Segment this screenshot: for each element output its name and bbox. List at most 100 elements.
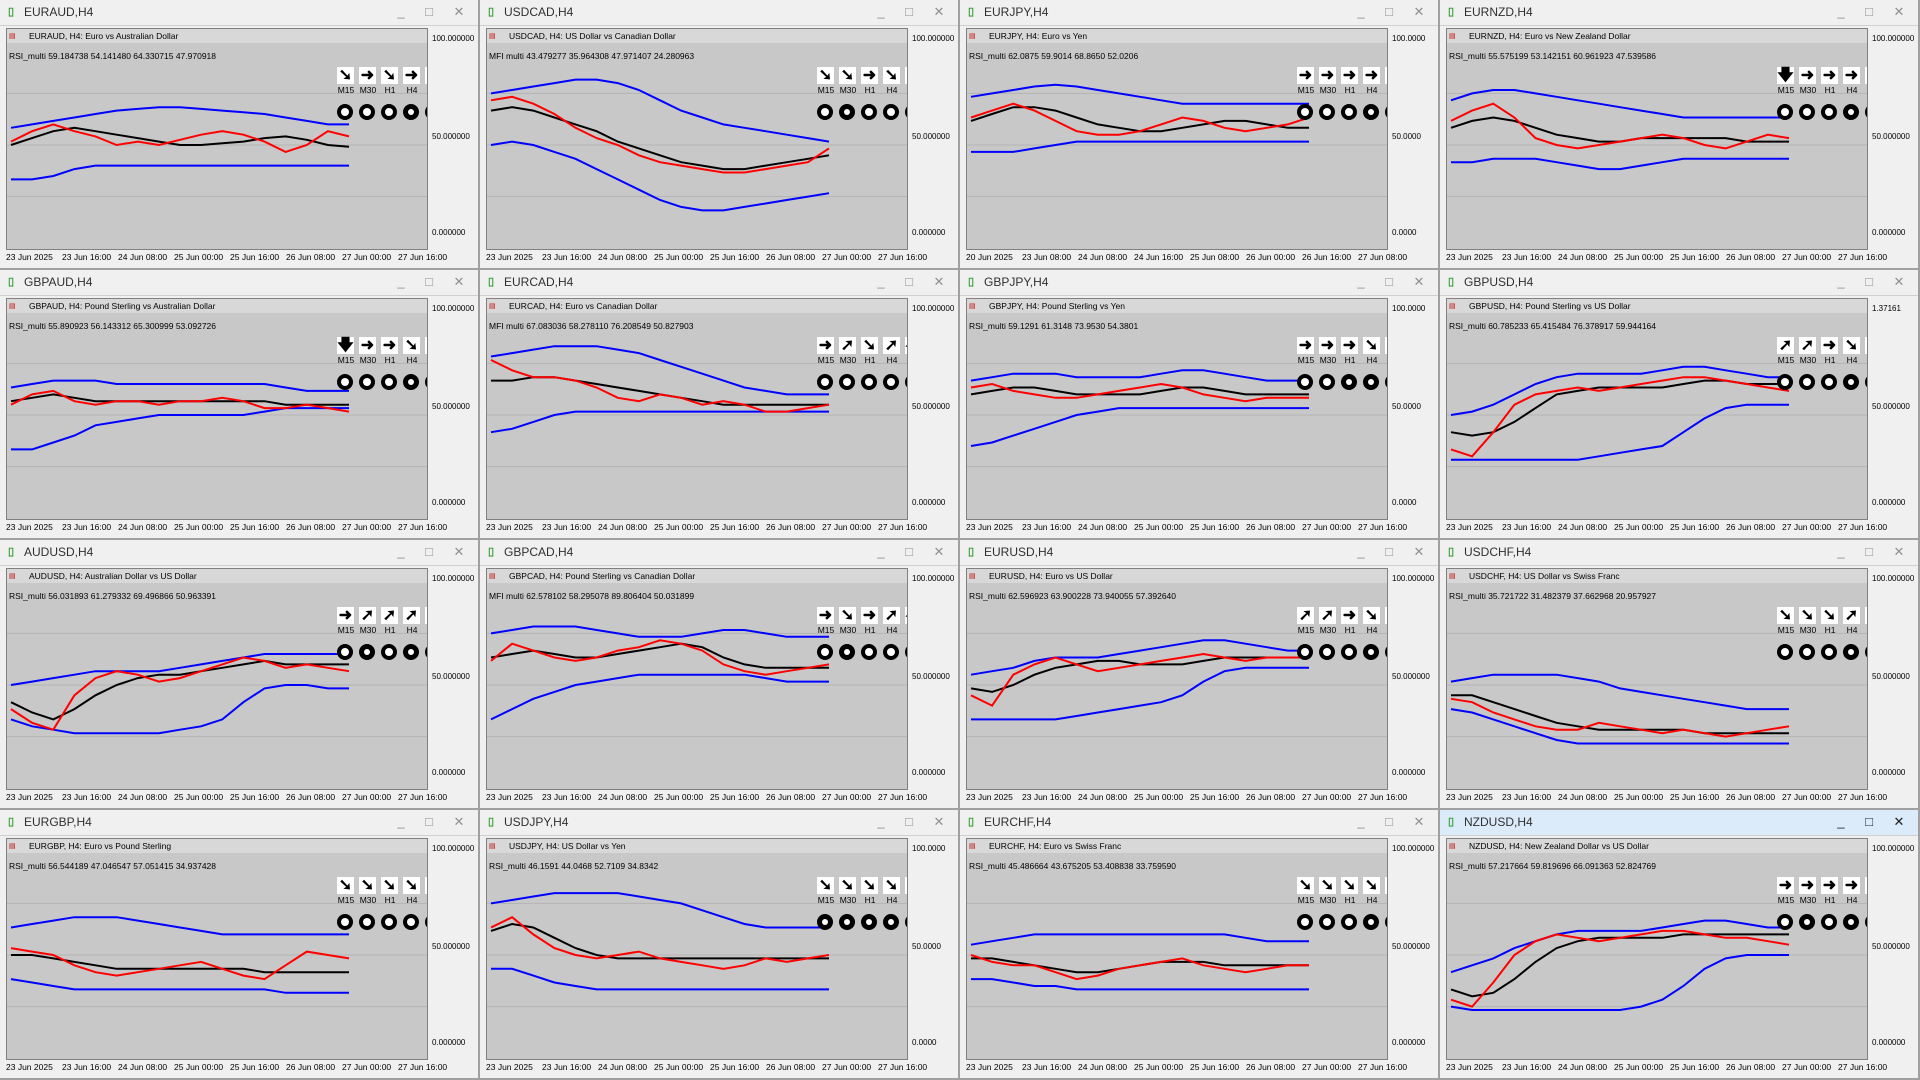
window-titlebar[interactable]: ▯ USDCAD,H4 _ □ ✕	[480, 0, 958, 26]
chart-area[interactable]: ▤ EURCAD, H4: Euro vs Canadian Dollar MFI…	[486, 298, 908, 520]
chart-area[interactable]: ▤ GBPAUD, H4: Pound Sterling vs Australia…	[6, 298, 428, 520]
chart-window[interactable]: ▯ NZDUSD,H4 _ □ ✕ ▤ NZDUSD, H4: New Zeala…	[1440, 810, 1920, 1080]
price-scale[interactable]: 100.000000 50.000000 0.000000	[428, 28, 478, 250]
chart-area[interactable]: ▤ EURUSD, H4: Euro vs US Dollar RSI_multi…	[966, 568, 1388, 790]
chart-window[interactable]: ▯ EURJPY,H4 _ □ ✕ ▤ EURJPY, H4: Euro vs Y…	[960, 0, 1440, 270]
chart-area[interactable]: ▤ EURCHF, H4: Euro vs Swiss Franc RSI_mul…	[966, 838, 1388, 1060]
price-scale[interactable]: 100.000000 50.000000 0.000000	[1868, 838, 1918, 1060]
window-titlebar[interactable]: ▯ GBPCAD,H4 _ □ ✕	[480, 540, 958, 566]
price-scale[interactable]: 100.000000 50.000000 0.000000	[908, 298, 958, 520]
close-button[interactable]: ✕	[933, 544, 945, 559]
time-axis[interactable]: 23 Jun 2025 23 Jun 16:00 24 Jun 08:00 25 Ju…	[486, 520, 956, 534]
time-axis[interactable]: 23 Jun 2025 23 Jun 16:00 24 Jun 08:00 25 Ju…	[6, 1060, 476, 1074]
chart-area[interactable]: ▤ GBPJPY, H4: Pound Sterling vs Yen RSI_m…	[966, 298, 1388, 520]
minimize-button[interactable]: _	[1837, 544, 1845, 559]
time-axis[interactable]: 20 Jun 2025 23 Jun 08:00 24 Jun 08:00 24 Ju…	[966, 250, 1436, 264]
maximize-button[interactable]: □	[425, 4, 433, 19]
chart-window[interactable]: ▯ USDCHF,H4 _ □ ✕ ▤ USDCHF, H4: US Dollar…	[1440, 540, 1920, 810]
window-titlebar[interactable]: ▯ EURNZD,H4 _ □ ✕	[1440, 0, 1918, 26]
window-titlebar[interactable]: ▯ GBPAUD,H4 _ □ ✕	[0, 270, 478, 296]
price-scale[interactable]: 100.000000 50.000000 0.000000	[908, 568, 958, 790]
chart-window[interactable]: ▯ GBPJPY,H4 _ □ ✕ ▤ GBPJPY, H4: Pound Ste…	[960, 270, 1440, 540]
close-button[interactable]: ✕	[933, 814, 945, 829]
time-axis[interactable]: 23 Jun 2025 23 Jun 16:00 24 Jun 08:00 25 Ju…	[6, 520, 476, 534]
price-scale[interactable]: 100.000000 50.000000 0.000000	[428, 568, 478, 790]
chart-area[interactable]: ▤ USDCHF, H4: US Dollar vs Swiss Franc RS…	[1446, 568, 1868, 790]
time-axis[interactable]: 23 Jun 2025 23 Jun 16:00 24 Jun 08:00 25 Ju…	[6, 790, 476, 804]
chart-window[interactable]: ▯ AUDUSD,H4 _ □ ✕ ▤ AUDUSD, H4: Australia…	[0, 540, 480, 810]
window-titlebar[interactable]: ▯ EURCHF,H4 _ □ ✕	[960, 810, 1438, 836]
chart-area[interactable]: ▤ GBPUSD, H4: Pound Sterling vs US Dollar…	[1446, 298, 1868, 520]
close-button[interactable]: ✕	[453, 274, 465, 289]
close-button[interactable]: ✕	[1893, 814, 1905, 829]
maximize-button[interactable]: □	[1865, 544, 1873, 559]
chart-area[interactable]: ▤ AUDUSD, H4: Australian Dollar vs US Dol…	[6, 568, 428, 790]
chart-window[interactable]: ▯ EURCAD,H4 _ □ ✕ ▤ EURCAD, H4: Euro vs C…	[480, 270, 960, 540]
chart-window[interactable]: ▯ EURUSD,H4 _ □ ✕ ▤ EURUSD, H4: Euro vs U…	[960, 540, 1440, 810]
window-titlebar[interactable]: ▯ EURCAD,H4 _ □ ✕	[480, 270, 958, 296]
minimize-button[interactable]: _	[397, 814, 405, 829]
time-axis[interactable]: 23 Jun 2025 23 Jun 16:00 24 Jun 08:00 25 Ju…	[1446, 790, 1916, 804]
window-titlebar[interactable]: ▯ GBPUSD,H4 _ □ ✕	[1440, 270, 1918, 296]
chart-window[interactable]: ▯ GBPCAD,H4 _ □ ✕ ▤ GBPCAD, H4: Pound Ste…	[480, 540, 960, 810]
maximize-button[interactable]: □	[1865, 814, 1873, 829]
minimize-button[interactable]: _	[397, 4, 405, 19]
minimize-button[interactable]: _	[1837, 274, 1845, 289]
time-axis[interactable]: 23 Jun 2025 23 Jun 16:00 24 Jun 08:00 25 Ju…	[966, 790, 1436, 804]
window-titlebar[interactable]: ▯ EURGBP,H4 _ □ ✕	[0, 810, 478, 836]
maximize-button[interactable]: □	[905, 4, 913, 19]
chart-window[interactable]: ▯ EURAUD,H4 _ □ ✕ ▤ EURAUD, H4: Euro vs A…	[0, 0, 480, 270]
maximize-button[interactable]: □	[1385, 544, 1393, 559]
close-button[interactable]: ✕	[1413, 814, 1425, 829]
minimize-button[interactable]: _	[877, 4, 885, 19]
close-button[interactable]: ✕	[1413, 544, 1425, 559]
time-axis[interactable]: 23 Jun 2025 23 Jun 16:00 24 Jun 08:00 25 Ju…	[1446, 1060, 1916, 1074]
time-axis[interactable]: 23 Jun 2025 23 Jun 16:00 24 Jun 08:00 25 Ju…	[966, 1060, 1436, 1074]
chart-area[interactable]: ▤ EURNZD, H4: Euro vs New Zealand Dollar …	[1446, 28, 1868, 250]
minimize-button[interactable]: _	[1357, 544, 1365, 559]
price-scale[interactable]: 100.000000 50.000000 0.000000	[1388, 568, 1438, 790]
time-axis[interactable]: 23 Jun 2025 23 Jun 16:00 24 Jun 08:00 25 Ju…	[486, 1060, 956, 1074]
maximize-button[interactable]: □	[1385, 274, 1393, 289]
chart-area[interactable]: ▤ EURGBP, H4: Euro vs Pound Sterling RSI_…	[6, 838, 428, 1060]
time-axis[interactable]: 23 Jun 2025 23 Jun 16:00 24 Jun 08:00 25 Ju…	[486, 250, 956, 264]
maximize-button[interactable]: □	[1865, 274, 1873, 289]
close-button[interactable]: ✕	[1413, 274, 1425, 289]
price-scale[interactable]: 100.0000 50.0000 0.0000	[1388, 298, 1438, 520]
minimize-button[interactable]: _	[1357, 814, 1365, 829]
price-scale[interactable]: 100.000000 50.000000 0.000000	[428, 838, 478, 1060]
minimize-button[interactable]: _	[1357, 4, 1365, 19]
price-scale[interactable]: 100.000000 50.000000 0.000000	[1868, 28, 1918, 250]
chart-area[interactable]: ▤ USDCAD, H4: US Dollar vs Canadian Dolla…	[486, 28, 908, 250]
chart-window[interactable]: ▯ EURNZD,H4 _ □ ✕ ▤ EURNZD, H4: Euro vs N…	[1440, 0, 1920, 270]
window-titlebar[interactable]: ▯ EURUSD,H4 _ □ ✕	[960, 540, 1438, 566]
minimize-button[interactable]: _	[877, 274, 885, 289]
price-scale[interactable]: 1.37161 50.000000 0.000000	[1868, 298, 1918, 520]
chart-area[interactable]: ▤ USDJPY, H4: US Dollar vs Yen RSI_multi …	[486, 838, 908, 1060]
chart-area[interactable]: ▤ EURJPY, H4: Euro vs Yen RSI_multi 62.08…	[966, 28, 1388, 250]
price-scale[interactable]: 100.000000 50.000000 0.000000	[1388, 838, 1438, 1060]
close-button[interactable]: ✕	[453, 4, 465, 19]
window-titlebar[interactable]: ▯ GBPJPY,H4 _ □ ✕	[960, 270, 1438, 296]
chart-window[interactable]: ▯ EURGBP,H4 _ □ ✕ ▤ EURGBP, H4: Euro vs P…	[0, 810, 480, 1080]
price-scale[interactable]: 100.000000 50.000000 0.000000	[908, 28, 958, 250]
window-titlebar[interactable]: ▯ USDCHF,H4 _ □ ✕	[1440, 540, 1918, 566]
minimize-button[interactable]: _	[1357, 274, 1365, 289]
window-titlebar[interactable]: ▯ USDJPY,H4 _ □ ✕	[480, 810, 958, 836]
chart-window[interactable]: ▯ EURCHF,H4 _ □ ✕ ▤ EURCHF, H4: Euro vs S…	[960, 810, 1440, 1080]
close-button[interactable]: ✕	[453, 814, 465, 829]
price-scale[interactable]: 100.000000 50.000000 0.000000	[428, 298, 478, 520]
close-button[interactable]: ✕	[1413, 4, 1425, 19]
time-axis[interactable]: 23 Jun 2025 23 Jun 16:00 24 Jun 08:00 25 Ju…	[1446, 250, 1916, 264]
price-scale[interactable]: 100.0000 50.0000 0.0000	[908, 838, 958, 1060]
price-scale[interactable]: 100.000000 50.000000 0.000000	[1868, 568, 1918, 790]
price-scale[interactable]: 100.0000 50.0000 0.0000	[1388, 28, 1438, 250]
close-button[interactable]: ✕	[1893, 544, 1905, 559]
chart-window[interactable]: ▯ USDCAD,H4 _ □ ✕ ▤ USDCAD, H4: US Dollar…	[480, 0, 960, 270]
time-axis[interactable]: 23 Jun 2025 23 Jun 16:00 24 Jun 08:00 25 Ju…	[6, 250, 476, 264]
maximize-button[interactable]: □	[905, 274, 913, 289]
minimize-button[interactable]: _	[877, 544, 885, 559]
chart-area[interactable]: ▤ NZDUSD, H4: New Zealand Dollar vs US Do…	[1446, 838, 1868, 1060]
minimize-button[interactable]: _	[1837, 4, 1845, 19]
window-titlebar[interactable]: ▯ EURAUD,H4 _ □ ✕	[0, 0, 478, 26]
